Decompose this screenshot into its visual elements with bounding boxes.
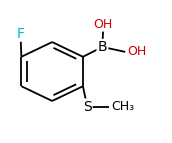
Text: OH: OH [127, 45, 146, 58]
Text: S: S [83, 100, 92, 114]
Text: CH₃: CH₃ [112, 100, 135, 113]
Text: OH: OH [94, 18, 113, 31]
Text: B: B [98, 40, 107, 54]
Text: F: F [17, 27, 25, 41]
